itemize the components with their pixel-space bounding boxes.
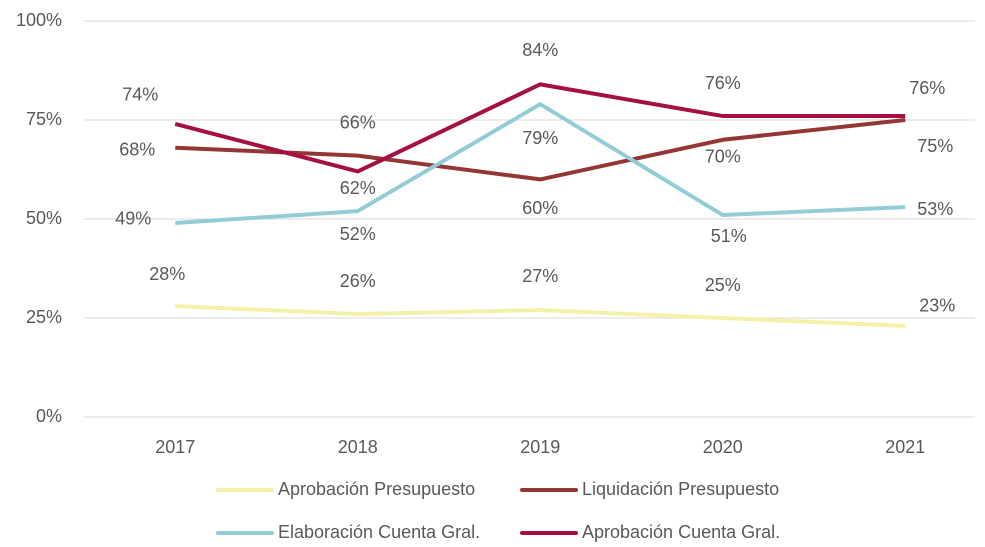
legend-label: Liquidación Presupuesto [582, 479, 779, 499]
series-line [175, 304, 906, 328]
x-tick-label: 2021 [885, 437, 925, 457]
data-label: 49% [115, 209, 151, 229]
y-tick-label: 100% [16, 10, 62, 30]
data-label: 70% [705, 147, 741, 167]
legend-label: Aprobación Presupuesto [278, 479, 475, 499]
data-label: 23% [919, 296, 955, 316]
data-label: 26% [340, 271, 376, 291]
data-label: 76% [705, 73, 741, 93]
x-tick-label: 2018 [338, 437, 378, 457]
data-label: 62% [340, 178, 376, 198]
data-label: 66% [340, 112, 376, 132]
data-label: 68% [119, 139, 155, 159]
data-label: 79% [522, 128, 558, 148]
legend-label: Aprobación Cuenta Gral. [582, 522, 780, 542]
data-label: 74% [122, 85, 158, 105]
data-label: 76% [909, 78, 945, 98]
series-line [174, 82, 906, 174]
series-line [175, 118, 906, 182]
data-label: 52% [340, 224, 376, 244]
data-label: 53% [917, 199, 953, 219]
x-tick-label: 2017 [155, 437, 195, 457]
data-label: 60% [522, 198, 558, 218]
x-tick-label: 2020 [703, 437, 743, 457]
x-tick-label: 2019 [520, 437, 560, 457]
y-tick-label: 0% [36, 406, 62, 426]
data-label: 84% [522, 40, 558, 60]
legend-label: Elaboración Cuenta Gral. [278, 522, 480, 542]
data-label: 25% [705, 275, 741, 295]
data-label: 75% [917, 136, 953, 156]
series-line [175, 102, 906, 225]
data-label: 51% [711, 226, 747, 246]
y-tick-label: 50% [26, 208, 62, 228]
data-label: 28% [149, 264, 185, 284]
data-label: 27% [522, 266, 558, 286]
y-tick-label: 75% [26, 109, 62, 129]
y-tick-label: 25% [26, 307, 62, 327]
